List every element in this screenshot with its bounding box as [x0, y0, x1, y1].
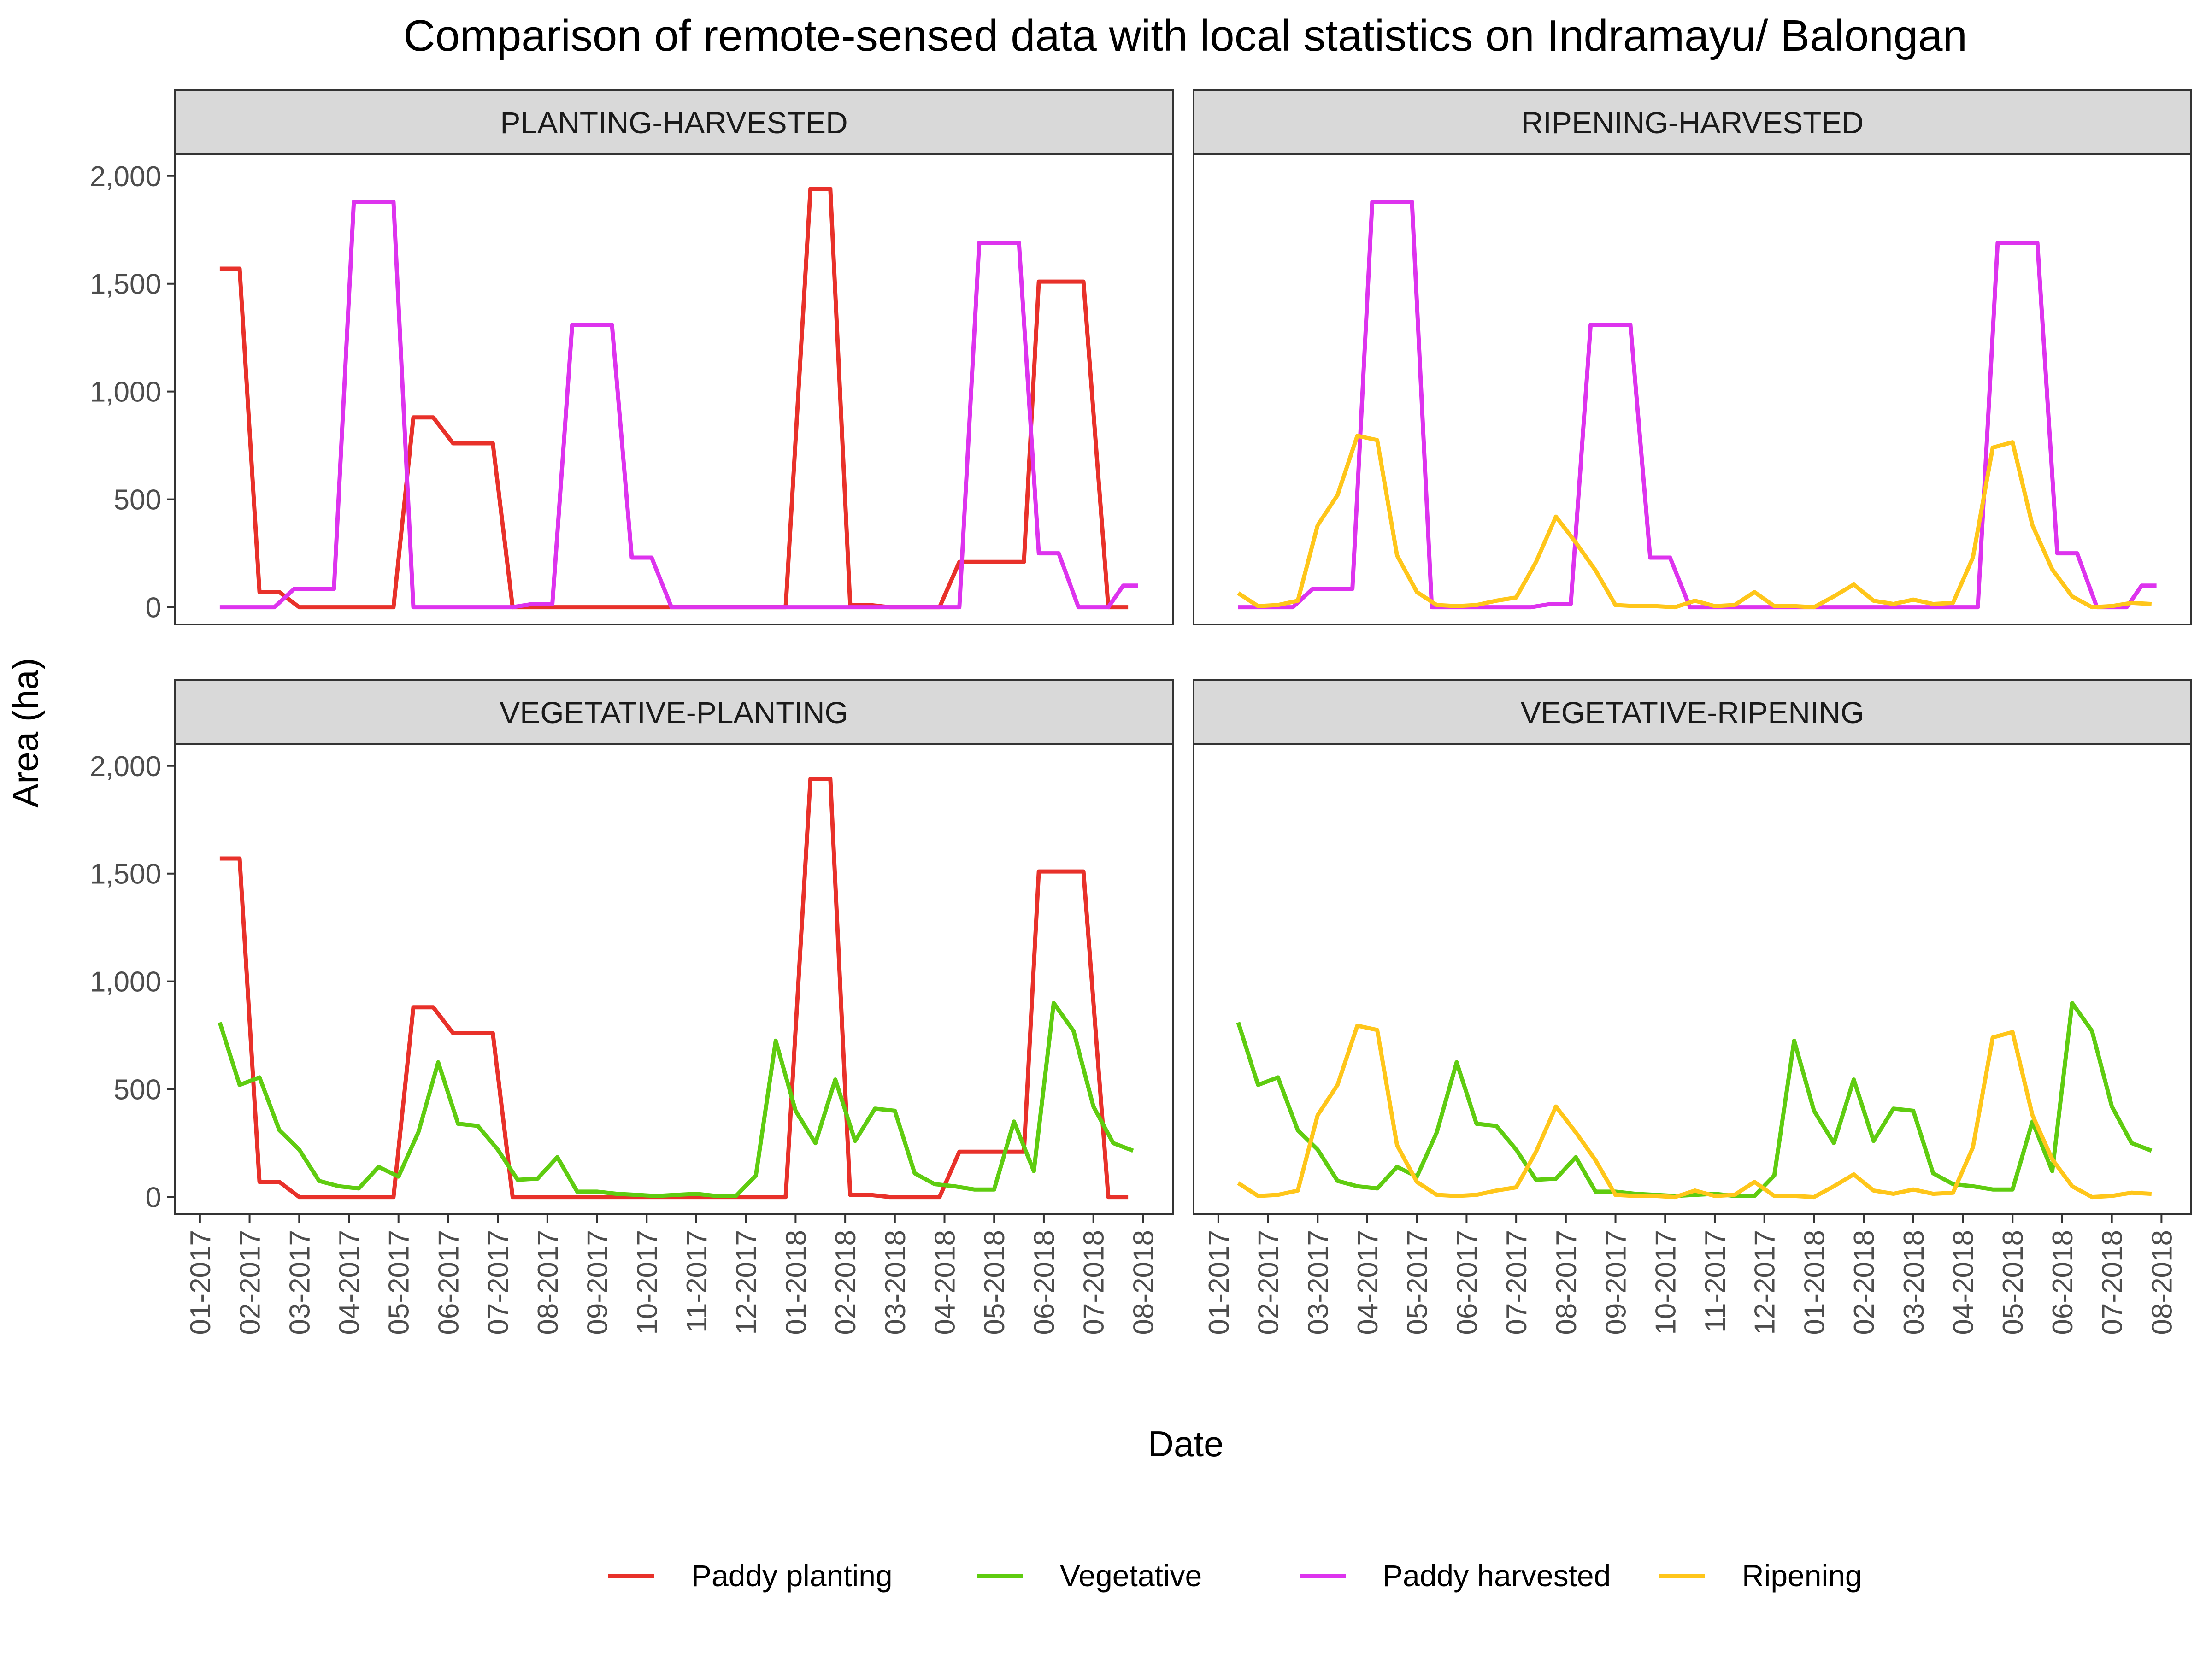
facet-panel: RIPENING-HARVESTED: [1193, 89, 2192, 625]
chart-title: Comparison of remote-sensed data with lo…: [403, 11, 1967, 60]
legend-label: Vegetative: [1060, 1559, 1202, 1593]
y-tick-label: 2,000: [90, 161, 161, 193]
facet-strip-label: VEGETATIVE-PLANTING: [500, 695, 848, 729]
x-tick-label: 08-2018: [2146, 1230, 2178, 1335]
facet-panel: PLANTING-HARVESTED 0 500 1,000 1,500 2,000: [90, 89, 1174, 625]
facet-strip: [1193, 89, 2192, 155]
x-tick-label: 04-2017: [334, 1230, 365, 1335]
x-tick-label: 04-2018: [930, 1230, 961, 1335]
y-tick-label: 1,500: [90, 859, 161, 890]
y-tick-label: 500: [114, 1074, 161, 1106]
facet-strip-label: RIPENING-HARVESTED: [1521, 106, 1864, 140]
x-tick-label: 07-2017: [482, 1230, 514, 1335]
series-line-paddy-harvested: [1238, 200, 2157, 610]
x-tick-label: 01-2018: [1799, 1230, 1830, 1335]
x-tick-label: 08-2017: [532, 1230, 564, 1335]
x-tick-label: 07-2018: [1078, 1230, 1110, 1335]
legend-item: Ripening: [1659, 1559, 1862, 1593]
y-tick-label: 1,000: [90, 966, 161, 998]
facet-strip-label: VEGETATIVE-RIPENING: [1521, 695, 1865, 729]
x-tick-label: 08-2018: [1128, 1230, 1159, 1335]
x-tick-label: 06-2017: [1451, 1230, 1483, 1335]
x-tick-label: 03-2017: [1302, 1230, 1334, 1335]
x-tick-label: 01-2018: [780, 1230, 812, 1335]
x-tick-label: 02-2017: [235, 1230, 266, 1335]
x-tick-label: 11-2017: [1700, 1230, 1731, 1333]
x-tick-label: 06-2017: [433, 1230, 465, 1335]
panel-frame: [174, 153, 1174, 625]
series-line-paddy-harvested: [219, 200, 1138, 610]
x-tick-label: 09-2017: [1600, 1230, 1632, 1335]
x-tick-label: 07-2017: [1501, 1230, 1533, 1335]
x-tick-label: 10-2017: [631, 1230, 663, 1335]
x-tick-label: 02-2018: [830, 1230, 862, 1335]
x-tick-label: 01-2017: [185, 1230, 217, 1335]
y-tick-label: 1,000: [90, 377, 161, 408]
x-tick-label: 04-2018: [1948, 1230, 1980, 1335]
legend-label: Paddy planting: [691, 1559, 893, 1593]
facet-panel: VEGETATIVE-RIPENING 01-2017 02-2017 03-2017…: [1193, 679, 2192, 1335]
panel-frame: [174, 743, 1174, 1215]
x-tick-label: 04-2017: [1352, 1230, 1384, 1335]
series-line-ripening: [1237, 1024, 2152, 1200]
facet-strip-label: PLANTING-HARVESTED: [500, 106, 847, 140]
facet-panels: PLANTING-HARVESTED 0 500 1,000 1,500 2,000 RIP…: [90, 89, 2192, 1335]
x-tick-label: 03-2017: [284, 1230, 316, 1335]
x-tick-label: 07-2018: [2097, 1230, 2129, 1335]
x-tick-label: 11-2017: [681, 1230, 713, 1333]
legend-label: Paddy harvested: [1382, 1559, 1611, 1593]
x-tick-label: 06-2018: [2047, 1230, 2079, 1335]
series-line-vegetative: [218, 1001, 1134, 1198]
x-tick-label: 05-2018: [1997, 1230, 2029, 1335]
legend-item: Paddy harvested: [1300, 1559, 1611, 1593]
x-axis-label: Date: [1148, 1424, 1224, 1464]
legend: Paddy planting Vegetative Paddy harvested R…: [608, 1559, 1862, 1593]
x-tick-label: 12-2017: [1749, 1230, 1781, 1335]
x-tick-label: 03-2018: [1898, 1230, 1930, 1335]
facet-strip: [1193, 679, 2192, 745]
x-tick-label: 02-2018: [1848, 1230, 1880, 1335]
panel-frame: [1193, 153, 2192, 625]
x-tick-label: 06-2018: [1029, 1230, 1060, 1335]
series-line-vegetative: [1236, 1001, 2153, 1198]
x-tick-label: 02-2017: [1253, 1230, 1285, 1335]
x-tick-label: 03-2018: [880, 1230, 912, 1335]
y-tick-label: 2,000: [90, 751, 161, 782]
series-line-paddy-planting: [219, 777, 1129, 1200]
panel-frame: [1193, 743, 2192, 1215]
y-tick-label: 0: [146, 1182, 161, 1214]
legend-label: Ripening: [1742, 1559, 1862, 1593]
x-tick-label: 10-2017: [1650, 1230, 1682, 1335]
x-tick-label: 08-2017: [1551, 1230, 1583, 1335]
x-tick-label: 05-2017: [1402, 1230, 1434, 1335]
y-tick-label: 500: [114, 484, 161, 516]
legend-item: Vegetative: [977, 1559, 1202, 1593]
x-tick-label: 12-2017: [731, 1230, 763, 1335]
y-tick-label: 1,500: [90, 269, 161, 300]
y-axis-label: Area (ha): [5, 658, 46, 807]
y-tick-label: 0: [146, 592, 161, 624]
legend-item: Paddy planting: [608, 1559, 893, 1593]
facet-panel: VEGETATIVE-PLANTING 0 500 1,000 1,500 2,000 01…: [90, 679, 1174, 1335]
x-tick-label: 09-2017: [582, 1230, 614, 1335]
series-line-ripening: [1237, 434, 2152, 610]
x-tick-label: 01-2017: [1203, 1230, 1235, 1335]
facet-strip: [174, 89, 1174, 155]
x-tick-label: 05-2017: [383, 1230, 415, 1335]
x-tick-label: 05-2018: [979, 1230, 1011, 1335]
